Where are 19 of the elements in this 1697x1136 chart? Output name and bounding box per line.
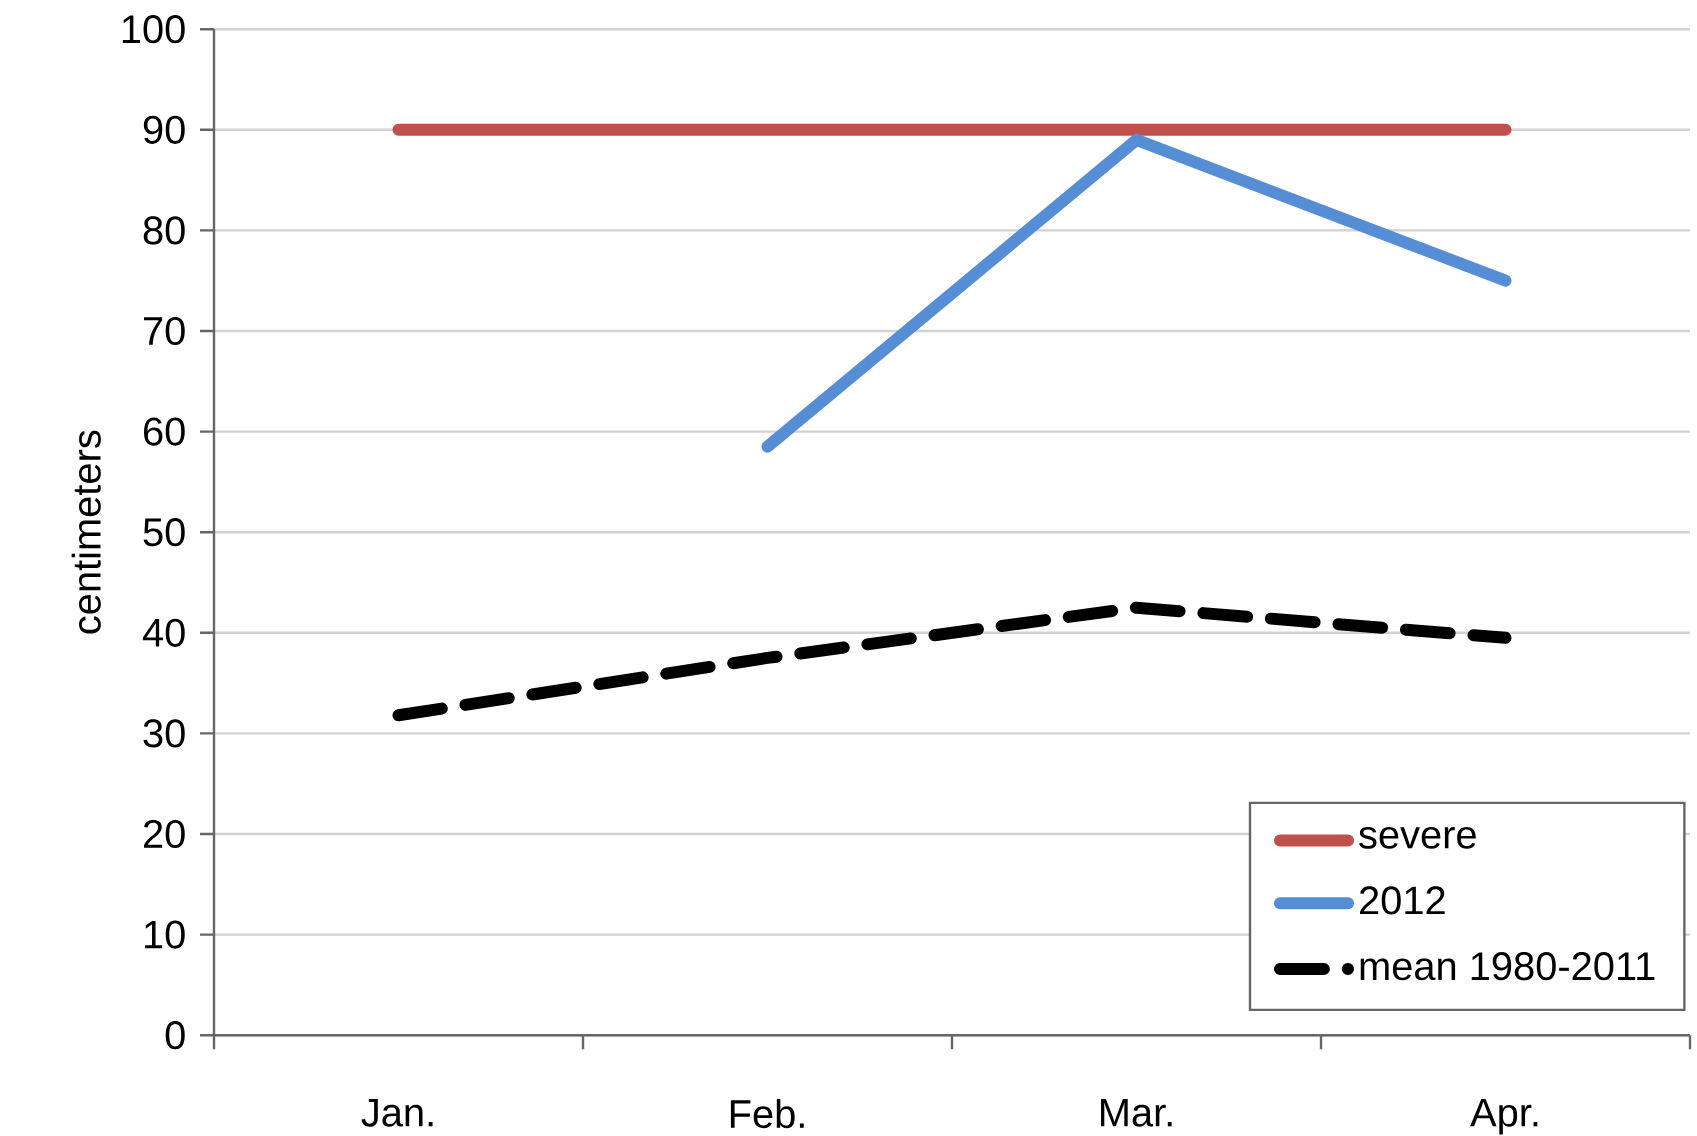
- x-tick-label: Mar.: [1101, 1098, 1172, 1127]
- y-tick-label: 10: [145, 920, 185, 949]
- y-tick-label: 60: [144, 417, 185, 446]
- y-tick-label: 30: [143, 719, 185, 748]
- legend-label: mean 1980-2011: [1360, 952, 1655, 981]
- y-tick-label: 80: [143, 216, 185, 245]
- x-tick-label: Feb.: [730, 1098, 804, 1129]
- y-axis-title: centimeters: [71, 430, 101, 634]
- y-tick-label: 40: [142, 618, 185, 647]
- y-tick-label: 0: [165, 1021, 185, 1050]
- y-tick-label: 70: [144, 316, 185, 346]
- y-tick-label: 100: [122, 15, 185, 44]
- x-tick-label: Jan.: [361, 1098, 433, 1127]
- x-tick-label: Apr.: [1470, 1098, 1538, 1135]
- y-tick-label: 20: [143, 819, 185, 849]
- legend-label: severe: [1359, 826, 1476, 849]
- y-tick-label: 90: [143, 115, 185, 144]
- legend-label: 2012: [1360, 886, 1445, 915]
- y-tick-label: 50: [143, 518, 185, 547]
